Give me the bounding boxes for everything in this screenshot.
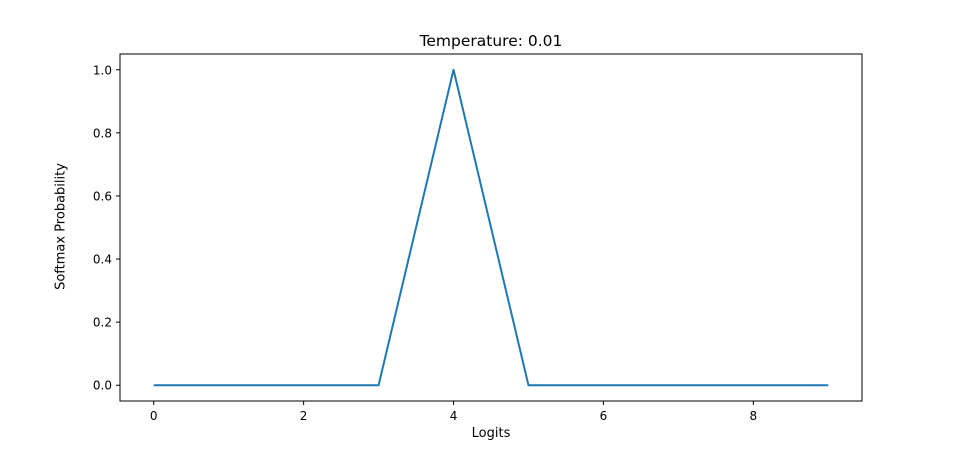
y-tick-label: 1.0 (93, 63, 112, 77)
y-tick-label: 0.2 (93, 316, 112, 330)
x-axis-label: Logits (472, 426, 511, 441)
x-tick-label: 2 (300, 409, 308, 423)
chart-title: Temperature: 0.01 (419, 32, 563, 50)
x-axis-ticks: 0 2 4 6 8 (150, 401, 757, 423)
plot-frame (119, 53, 863, 402)
x-tick-label: 0 (150, 409, 158, 423)
y-tick-label: 0.4 (93, 253, 112, 267)
y-axis-ticks: 0.0 0.2 0.4 0.6 0.8 1.0 (93, 63, 120, 393)
series-line-0 (153, 68, 829, 387)
y-tick-label: 0.8 (93, 126, 112, 140)
x-tick-label: 6 (600, 409, 608, 423)
x-tick-label: 8 (750, 409, 758, 423)
y-tick-label: 0.6 (93, 189, 112, 203)
x-tick-label: 4 (450, 409, 458, 423)
y-axis-label: Softmax Probability (54, 163, 69, 290)
y-tick-label: 0.0 (93, 379, 112, 393)
plot-layer (153, 68, 829, 387)
